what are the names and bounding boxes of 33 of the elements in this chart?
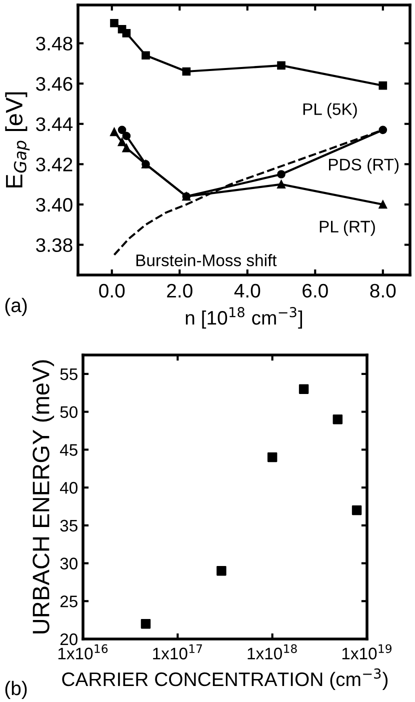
- y-tick-label: 3.40: [36, 198, 72, 212]
- y-tick-label: 45: [60, 444, 78, 456]
- series-label: PL (RT): [320, 220, 375, 236]
- series-label: PL (5K): [303, 102, 357, 118]
- y-axis-title: E$_{Gap}$ [eV]: [5, 92, 30, 188]
- x-tick-label: 0.0: [99, 284, 125, 298]
- text: (b): [5, 680, 27, 700]
- x-tick-label: 1x10$^{19}$: [342, 644, 392, 660]
- legend-label: PDS (RT): [329, 158, 399, 174]
- x-tick-label: 4.0: [234, 284, 260, 298]
- y-tick-label: 3.38: [36, 238, 72, 252]
- x-tick-label: 6.0: [302, 284, 328, 298]
- y-tick-label: 3.48: [36, 36, 72, 51]
- x-tick-label: 1x10$^{16}$: [58, 644, 108, 660]
- x-axis-title: n [10$^{18}$ cm$^{−3}$]: [186, 307, 302, 329]
- y-tick-label: 25: [60, 596, 78, 608]
- series-label: Burstein-Moss shift: [136, 254, 277, 266]
- x-tick-label: 2.0: [167, 284, 192, 298]
- x-tick-label: 1x10$^{17}$: [153, 644, 202, 660]
- y-tick-label: 55: [60, 368, 78, 380]
- y-tick-label: 40: [60, 482, 78, 494]
- y-axis-title: URBACH ENERGY (meV): [32, 360, 54, 634]
- y-tick-label: 35: [60, 520, 78, 532]
- y-tick-label: 3.44: [36, 117, 73, 132]
- x-tick-label: 1x10$^{18}$: [248, 644, 297, 660]
- y-tick-label: 3.46: [36, 77, 72, 91]
- x-axis-title: CARRIER CONCENTRATION (cm$^{−3}$): [62, 668, 388, 690]
- y-tick-label: 20: [60, 633, 78, 646]
- x-tick-label: 8.0: [370, 284, 396, 298]
- y-tick-label: 3.42: [36, 158, 72, 172]
- y-tick-label: 50: [60, 406, 78, 418]
- y-tick-label: 30: [60, 558, 78, 570]
- text: (a): [5, 298, 27, 316]
